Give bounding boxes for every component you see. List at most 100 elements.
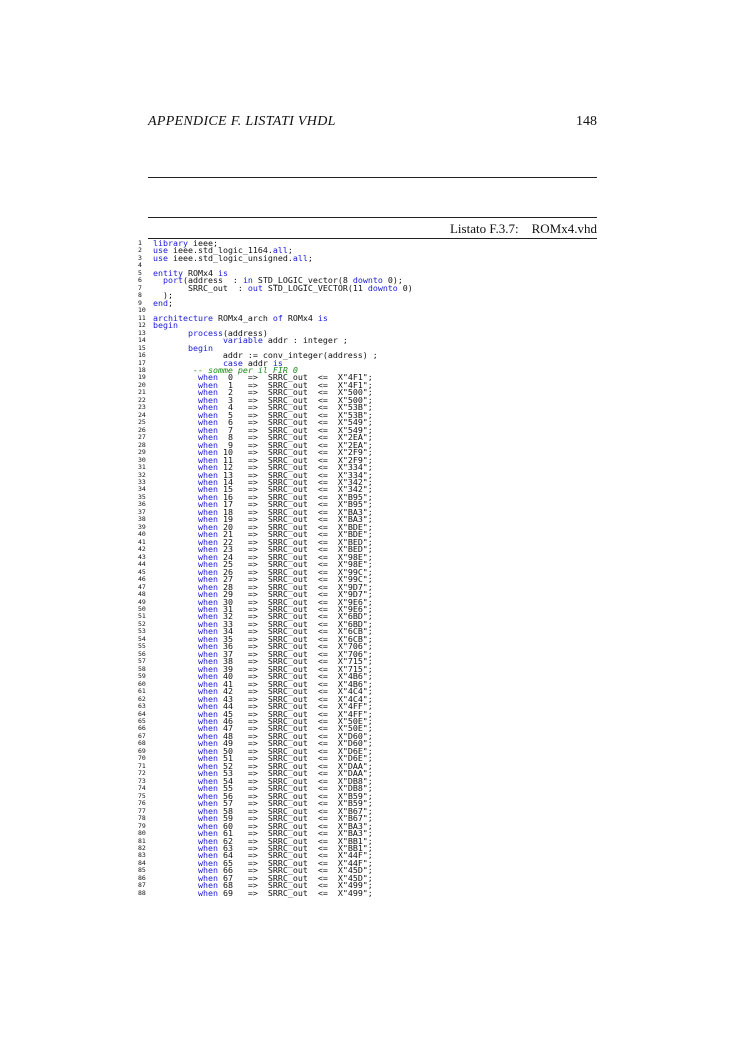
line-number: 60 bbox=[138, 679, 146, 688]
page-number: 148 bbox=[576, 114, 597, 129]
line-number: 16 bbox=[138, 351, 146, 360]
code-line: 53 when 34 => SRRC_out <= X"6CB"; bbox=[133, 627, 413, 636]
code-line: 55 when 36 => SRRC_out <= X"706"; bbox=[133, 642, 413, 651]
line-number: 63 bbox=[138, 702, 146, 711]
line-number: 83 bbox=[138, 851, 146, 860]
code-line: 34 when 15 => SRRC_out <= X"342"; bbox=[133, 485, 413, 494]
line-number: 36 bbox=[138, 500, 146, 509]
code-line: 87 when 68 => SRRC_out <= X"499"; bbox=[133, 881, 413, 890]
line-number: 85 bbox=[138, 866, 146, 875]
code-line: 82 when 63 => SRRC_out <= X"BB1"; bbox=[133, 842, 413, 853]
code-text: end; bbox=[153, 297, 173, 308]
code-text: when 23 => SRRC_out <= X"BED"; bbox=[197, 544, 373, 555]
code-line: 72 when 53 => SRRC_out <= X"DAA"; bbox=[133, 769, 413, 778]
code-line: 16 addr := conv_integer(address) ; bbox=[133, 351, 413, 360]
code-line: 33 when 14 => SRRC_out <= X"342"; bbox=[133, 478, 413, 487]
line-number: 71 bbox=[138, 761, 146, 770]
code-text: when 69 => SRRC_out <= X"499"; bbox=[197, 887, 373, 898]
code-line: 86 when 67 => SRRC_out <= X"45D"; bbox=[133, 873, 413, 882]
line-number: 32 bbox=[138, 470, 146, 479]
code-text: when 43 => SRRC_out <= X"4C4"; bbox=[197, 693, 373, 704]
line-number: 76 bbox=[138, 799, 146, 808]
code-line: 59 when 40 => SRRC_out <= X"4B6"; bbox=[133, 671, 413, 682]
code-text: when 48 => SRRC_out <= X"D60"; bbox=[197, 730, 373, 741]
line-number: 86 bbox=[138, 873, 146, 882]
code-text: when 22 => SRRC_out <= X"BED"; bbox=[197, 536, 373, 547]
line-number: 70 bbox=[138, 754, 146, 763]
line-number: 29 bbox=[138, 448, 146, 457]
listing-caption-rule bbox=[148, 238, 597, 239]
line-number: 58 bbox=[138, 664, 146, 673]
code-line: 78 when 59 => SRRC_out <= X"B67"; bbox=[133, 813, 413, 824]
line-number: 51 bbox=[138, 612, 146, 621]
code-line: 9 end; bbox=[133, 297, 413, 308]
code-line: 84 when 65 => SRRC_out <= X"44F"; bbox=[133, 858, 413, 867]
code-line: 44 when 25 => SRRC_out <= X"98E"; bbox=[133, 560, 413, 569]
code-line: 47 when 28 => SRRC_out <= X"9D7"; bbox=[133, 582, 413, 591]
code-line: 50 when 31 => SRRC_out <= X"9E6"; bbox=[133, 605, 413, 614]
code-text: when 6 => SRRC_out <= X"549"; bbox=[197, 417, 373, 428]
code-text: when 12 => SRRC_out <= X"334"; bbox=[197, 462, 373, 473]
code-line: 46 when 27 => SRRC_out <= X"99C"; bbox=[133, 574, 413, 585]
code-text: variable addr : integer ; bbox=[222, 335, 348, 346]
line-number: 27 bbox=[138, 433, 146, 442]
line-number: 87 bbox=[138, 881, 146, 890]
line-number: 15 bbox=[138, 343, 146, 352]
code-line: 36 when 17 => SRRC_out <= X"B95"; bbox=[133, 500, 413, 509]
code-text: when 7 => SRRC_out <= X"549"; bbox=[197, 424, 373, 435]
line-number: 44 bbox=[138, 560, 146, 569]
code-line: 85 when 66 => SRRC_out <= X"45D"; bbox=[133, 866, 413, 875]
code-line: 58 when 39 => SRRC_out <= X"715"; bbox=[133, 663, 413, 674]
line-number: 6 bbox=[138, 276, 142, 285]
code-line: 63 when 44 => SRRC_out <= X"4FF"; bbox=[133, 702, 413, 711]
line-number: 81 bbox=[138, 836, 146, 845]
line-number: 69 bbox=[138, 746, 146, 755]
line-number: 28 bbox=[138, 440, 146, 449]
running-head: APPENDICE F. LISTATI VHDL bbox=[148, 114, 336, 129]
code-line: 77 when 58 => SRRC_out <= X"B67"; bbox=[133, 805, 413, 816]
code-line: 10 bbox=[133, 306, 413, 314]
code-line: 23 when 4 => SRRC_out <= X"53B"; bbox=[133, 403, 413, 412]
code-text: when 24 => SRRC_out <= X"98E"; bbox=[197, 551, 373, 562]
code-line: 80 when 61 => SRRC_out <= X"BA3"; bbox=[133, 829, 413, 838]
code-line: 70 when 51 => SRRC_out <= X"D6E"; bbox=[133, 754, 413, 763]
code-text: when 37 => SRRC_out <= X"706"; bbox=[197, 648, 373, 659]
code-text: when 27 => SRRC_out <= X"99C"; bbox=[197, 574, 373, 585]
line-number: 5 bbox=[138, 268, 142, 277]
code-text: use ieee.std_logic_unsigned.all; bbox=[153, 252, 313, 263]
line-number: 35 bbox=[138, 492, 146, 501]
code-text: when 46 => SRRC_out <= X"50E"; bbox=[197, 716, 373, 726]
code-line: 22 when 3 => SRRC_out <= X"500"; bbox=[133, 395, 413, 404]
code-text: when 9 => SRRC_out <= X"2EA"; bbox=[197, 439, 373, 450]
code-text: when 39 => SRRC_out <= X"715"; bbox=[197, 663, 373, 674]
code-text: when 8 => SRRC_out <= X"2EA"; bbox=[197, 432, 373, 443]
line-number: 21 bbox=[138, 388, 146, 397]
line-number: 34 bbox=[138, 485, 146, 494]
line-number: 22 bbox=[138, 395, 146, 404]
code-line: 18 -- somme per il FIR 0 bbox=[133, 366, 413, 374]
code-text: when 55 => SRRC_out <= X"DB8"; bbox=[197, 783, 373, 794]
code-line: 2 use ieee.std_logic_1164.all; bbox=[133, 245, 413, 256]
code-line: 3 use ieee.std_logic_unsigned.all; bbox=[133, 252, 413, 263]
code-text: when 63 => SRRC_out <= X"BB1"; bbox=[197, 842, 373, 853]
line-number: 62 bbox=[138, 694, 146, 703]
code-line: 56 when 37 => SRRC_out <= X"706"; bbox=[133, 648, 413, 659]
code-text: when 40 => SRRC_out <= X"4B6"; bbox=[197, 671, 373, 682]
code-line: 27 when 8 => SRRC_out <= X"2EA"; bbox=[133, 432, 413, 443]
code-text: use ieee.std_logic_1164.all; bbox=[153, 245, 293, 256]
code-text: when 1 => SRRC_out <= X"4F1"; bbox=[197, 379, 373, 390]
code-text: when 59 => SRRC_out <= X"B67"; bbox=[197, 813, 373, 824]
line-number: 40 bbox=[138, 530, 146, 539]
code-text: when 50 => SRRC_out <= X"D6E"; bbox=[197, 745, 373, 756]
code-text: when 58 => SRRC_out <= X"B67"; bbox=[197, 805, 373, 816]
line-number: 17 bbox=[138, 358, 146, 367]
line-number: 42 bbox=[138, 545, 146, 554]
line-number: 31 bbox=[138, 463, 146, 472]
code-text: when 42 => SRRC_out <= X"4C4"; bbox=[197, 686, 373, 697]
code-line: 43 when 24 => SRRC_out <= X"98E"; bbox=[133, 551, 413, 562]
code-line: 42 when 23 => SRRC_out <= X"BED"; bbox=[133, 544, 413, 555]
code-text: when 41 => SRRC_out <= X"4B6"; bbox=[197, 678, 373, 689]
code-line: 54 when 35 => SRRC_out <= X"6CB"; bbox=[133, 634, 413, 643]
code-text: when 62 => SRRC_out <= X"BB1"; bbox=[197, 835, 373, 846]
code-text: when 32 => SRRC_out <= X"6BD"; bbox=[197, 611, 373, 622]
